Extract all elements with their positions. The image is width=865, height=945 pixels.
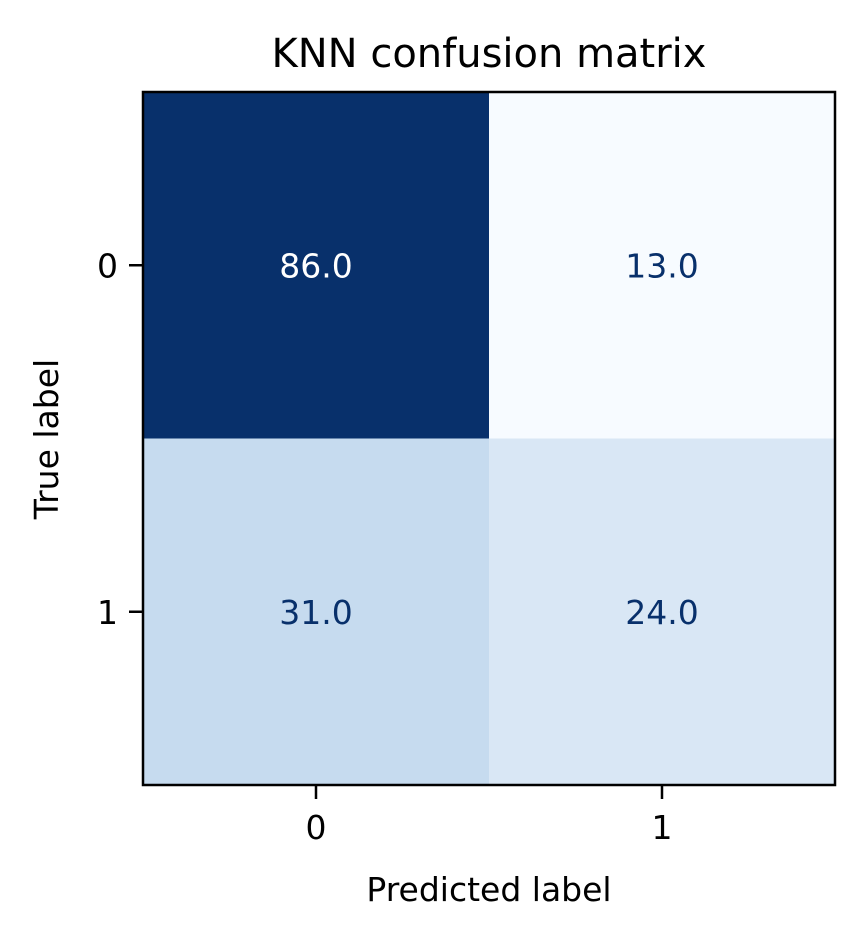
- y-axis-ticks: 01: [97, 246, 143, 632]
- matrix-cell-r1-c0: [143, 438, 489, 785]
- cell-value-label-r1-c0: 31.0: [279, 593, 352, 632]
- matrix-value-labels: 86.0 13.0 31.0 24.0: [279, 246, 698, 632]
- x-tick-label-0: 0: [306, 808, 327, 847]
- chart-title: KNN confusion matrix: [272, 31, 707, 77]
- y-tick-label-0: 0: [97, 246, 118, 285]
- y-axis-label: True label: [27, 359, 66, 520]
- x-axis-label: Predicted label: [366, 870, 611, 909]
- cell-value-label-r0-c0: 86.0: [279, 246, 352, 285]
- matrix-cell-r0-c0: [143, 92, 489, 439]
- cell-value-label-r1-c1: 24.0: [625, 593, 698, 632]
- matrix-cells: [143, 92, 835, 785]
- matrix-cell-r1-c1: [489, 438, 835, 785]
- matrix-cell-r0-c1: [489, 92, 835, 439]
- y-tick-label-1: 1: [97, 593, 118, 632]
- plot-frame: [141, 90, 837, 787]
- x-tick-label-1: 1: [652, 808, 673, 847]
- cell-value-label-r0-c1: 13.0: [625, 246, 698, 285]
